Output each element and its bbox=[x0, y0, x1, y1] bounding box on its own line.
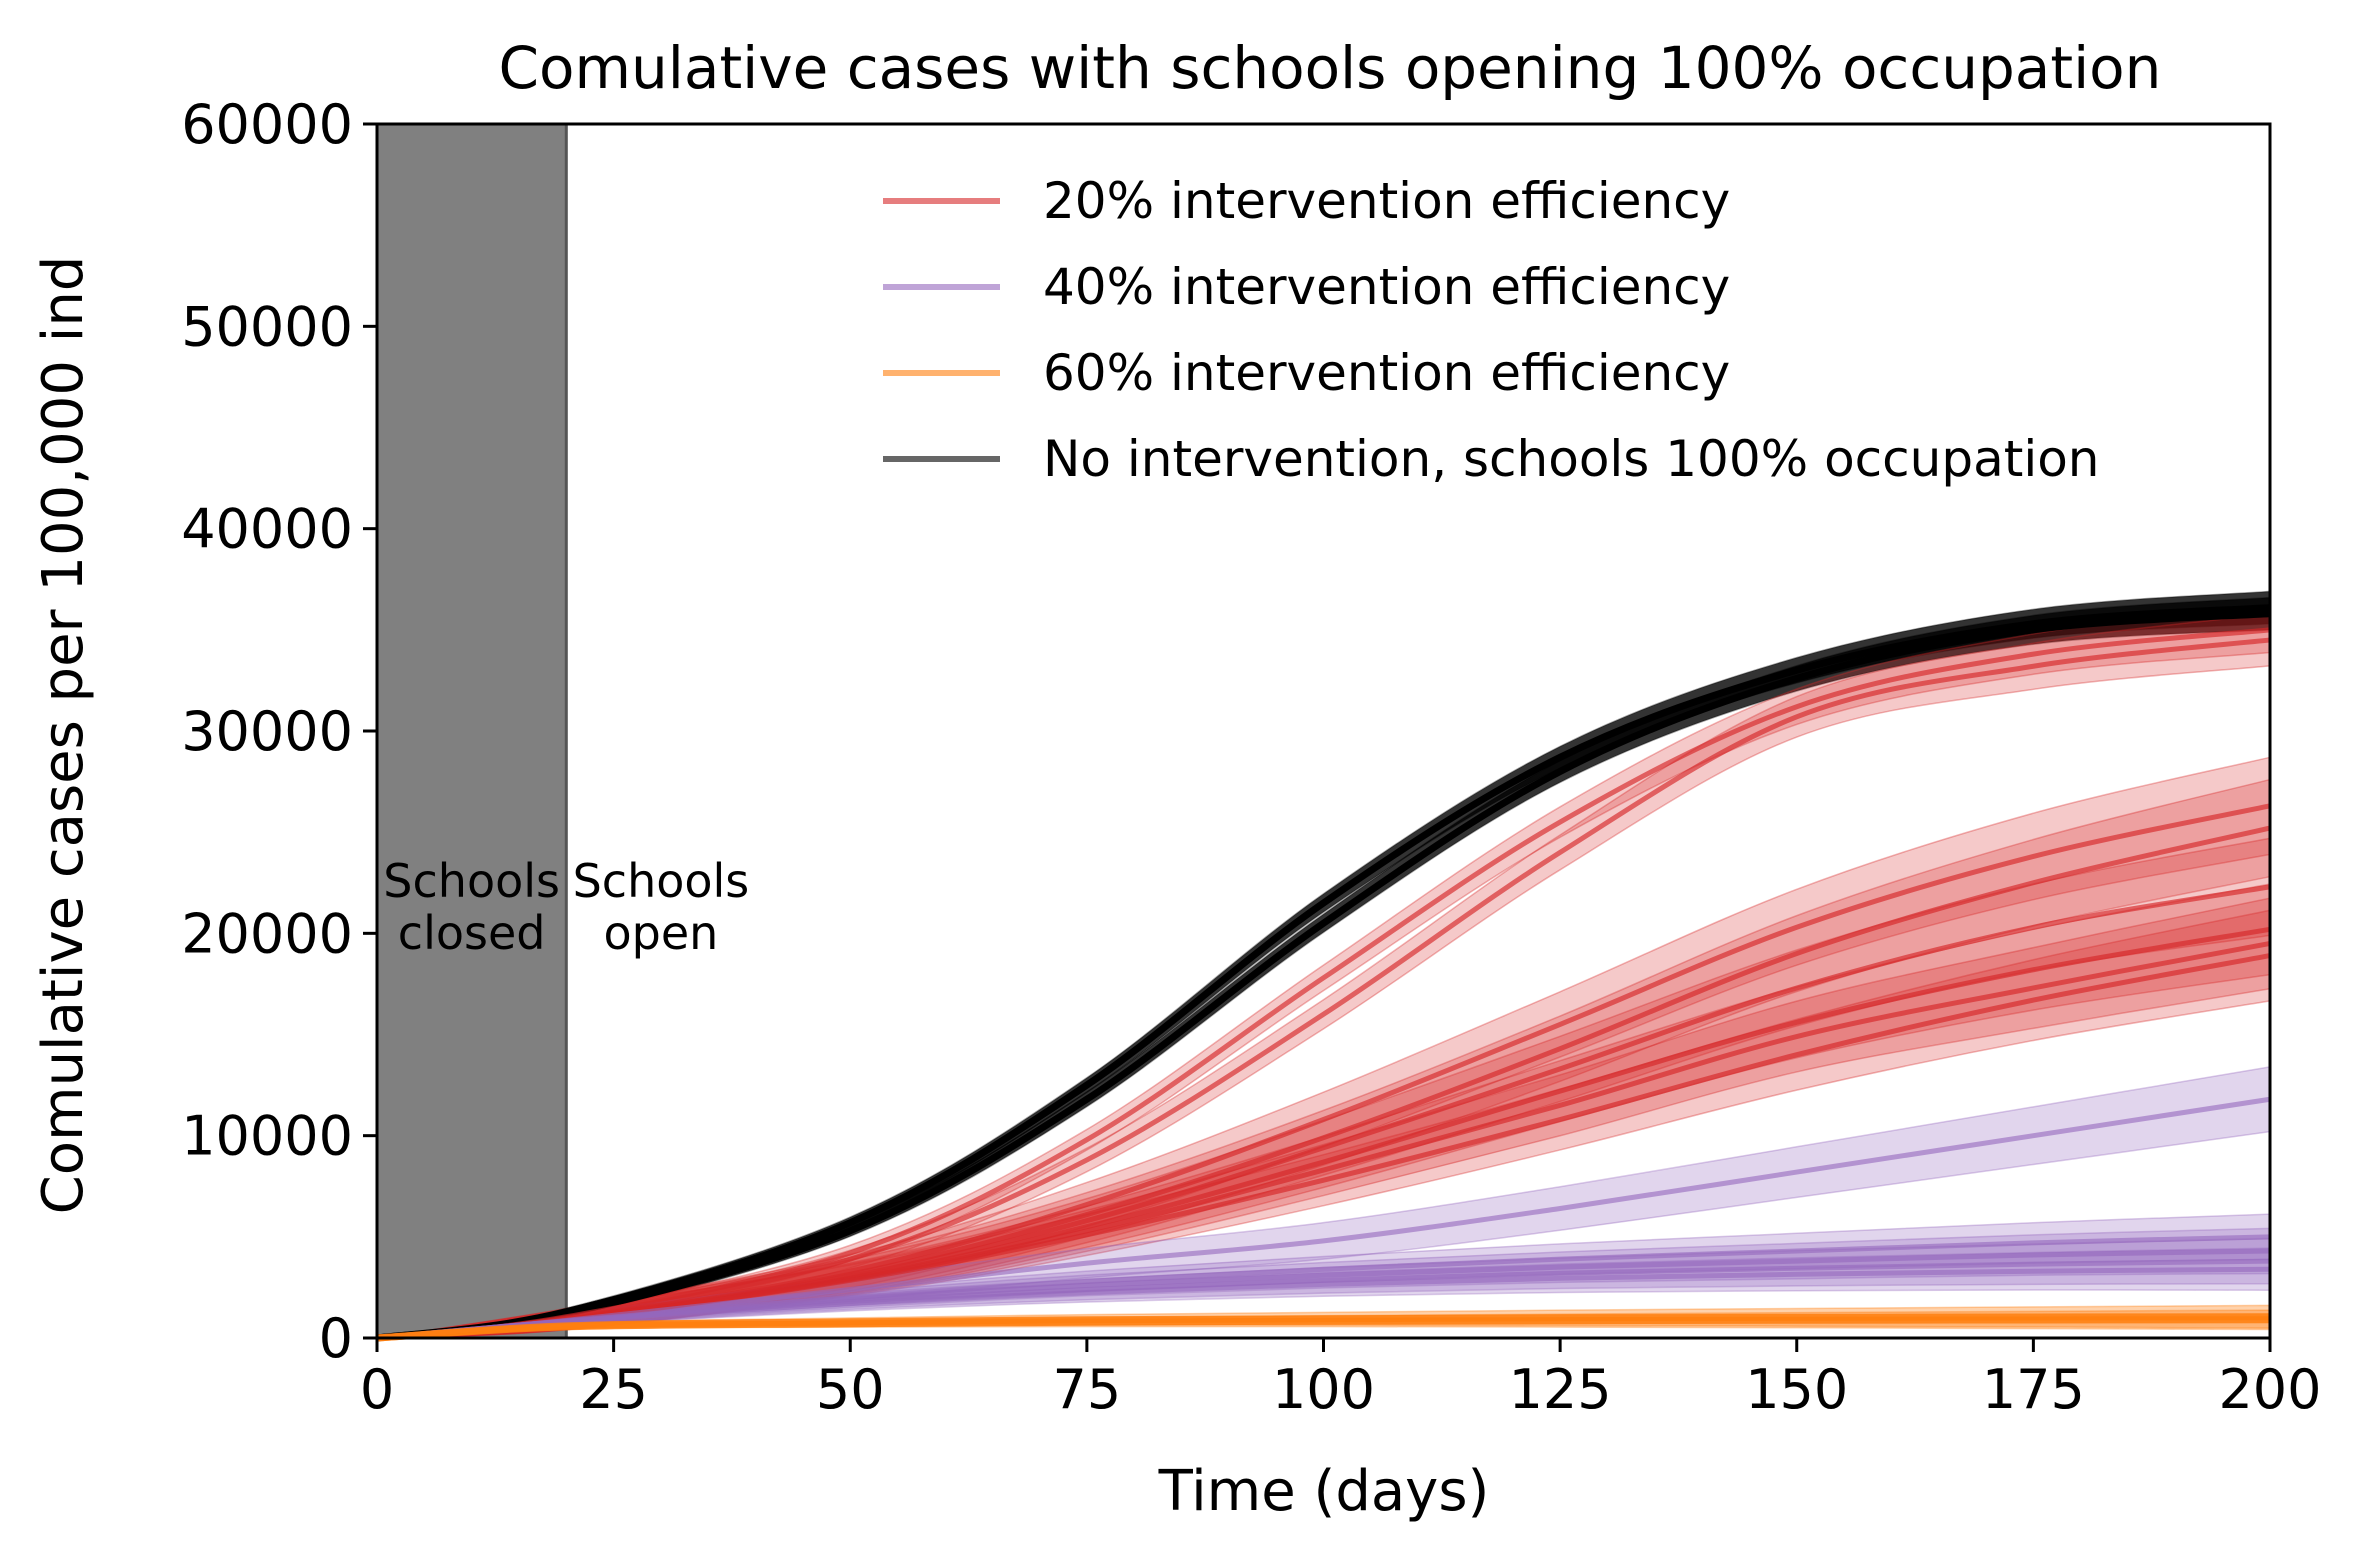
legend: 20% intervention efficiency 40% intervent… bbox=[883, 172, 2100, 488]
series-lines bbox=[376, 604, 2271, 1342]
series-line-40%-14 bbox=[376, 1266, 2271, 1341]
series-line-20%-9 bbox=[376, 953, 2271, 1341]
legend-label: No intervention, schools 100% occupation bbox=[1043, 430, 2100, 488]
y-tick-label: 60000 bbox=[181, 93, 353, 156]
series-line-20%-3 bbox=[376, 637, 2271, 1341]
chart-title: Comulative cases with schools opening 10… bbox=[499, 34, 2162, 102]
x-tick-label: 50 bbox=[816, 1358, 885, 1421]
y-tick-label: 50000 bbox=[181, 295, 353, 358]
series-line-60%-16 bbox=[376, 1316, 2271, 1342]
legend-label: 60% intervention efficiency bbox=[1043, 344, 1730, 402]
x-tick-label: 125 bbox=[1509, 1358, 1612, 1421]
schools-open-label: Schools open bbox=[573, 854, 750, 960]
closed-period-shade bbox=[377, 124, 567, 1338]
x-tick-label: 175 bbox=[1982, 1358, 2085, 1421]
y-tick-label: 10000 bbox=[181, 1105, 353, 1168]
y-tick-label: 20000 bbox=[181, 902, 353, 965]
x-tick-label: 0 bbox=[360, 1358, 394, 1421]
y-axis-label: Comulative cases per 100,000 ind bbox=[31, 256, 96, 1215]
y-axis: 0 10000 20000 30000 40000 50000 60000 bbox=[181, 93, 377, 1370]
x-tick-label: 75 bbox=[1053, 1358, 1122, 1421]
series-line-no-intervention-1 bbox=[376, 610, 2271, 1342]
x-tick-label: 200 bbox=[2218, 1358, 2321, 1421]
x-tick-label: 25 bbox=[579, 1358, 648, 1421]
x-axis: 0 25 50 75 100 125 150 175 200 bbox=[360, 1338, 2322, 1421]
legend-label: 20% intervention efficiency bbox=[1043, 172, 1730, 230]
series-line-40%-10 bbox=[376, 1096, 2271, 1341]
series-line-no-intervention-0 bbox=[376, 604, 2271, 1342]
x-tick-label: 100 bbox=[1272, 1358, 1375, 1421]
schools-closed-label: Schools closed bbox=[383, 854, 560, 960]
legend-label: 40% intervention efficiency bbox=[1043, 258, 1730, 316]
x-tick-label: 150 bbox=[1745, 1358, 1848, 1421]
y-tick-label: 0 bbox=[319, 1307, 353, 1370]
y-tick-label: 30000 bbox=[181, 700, 353, 763]
y-tick-label: 40000 bbox=[181, 498, 353, 561]
x-axis-label: Time (days) bbox=[1158, 1459, 1490, 1524]
